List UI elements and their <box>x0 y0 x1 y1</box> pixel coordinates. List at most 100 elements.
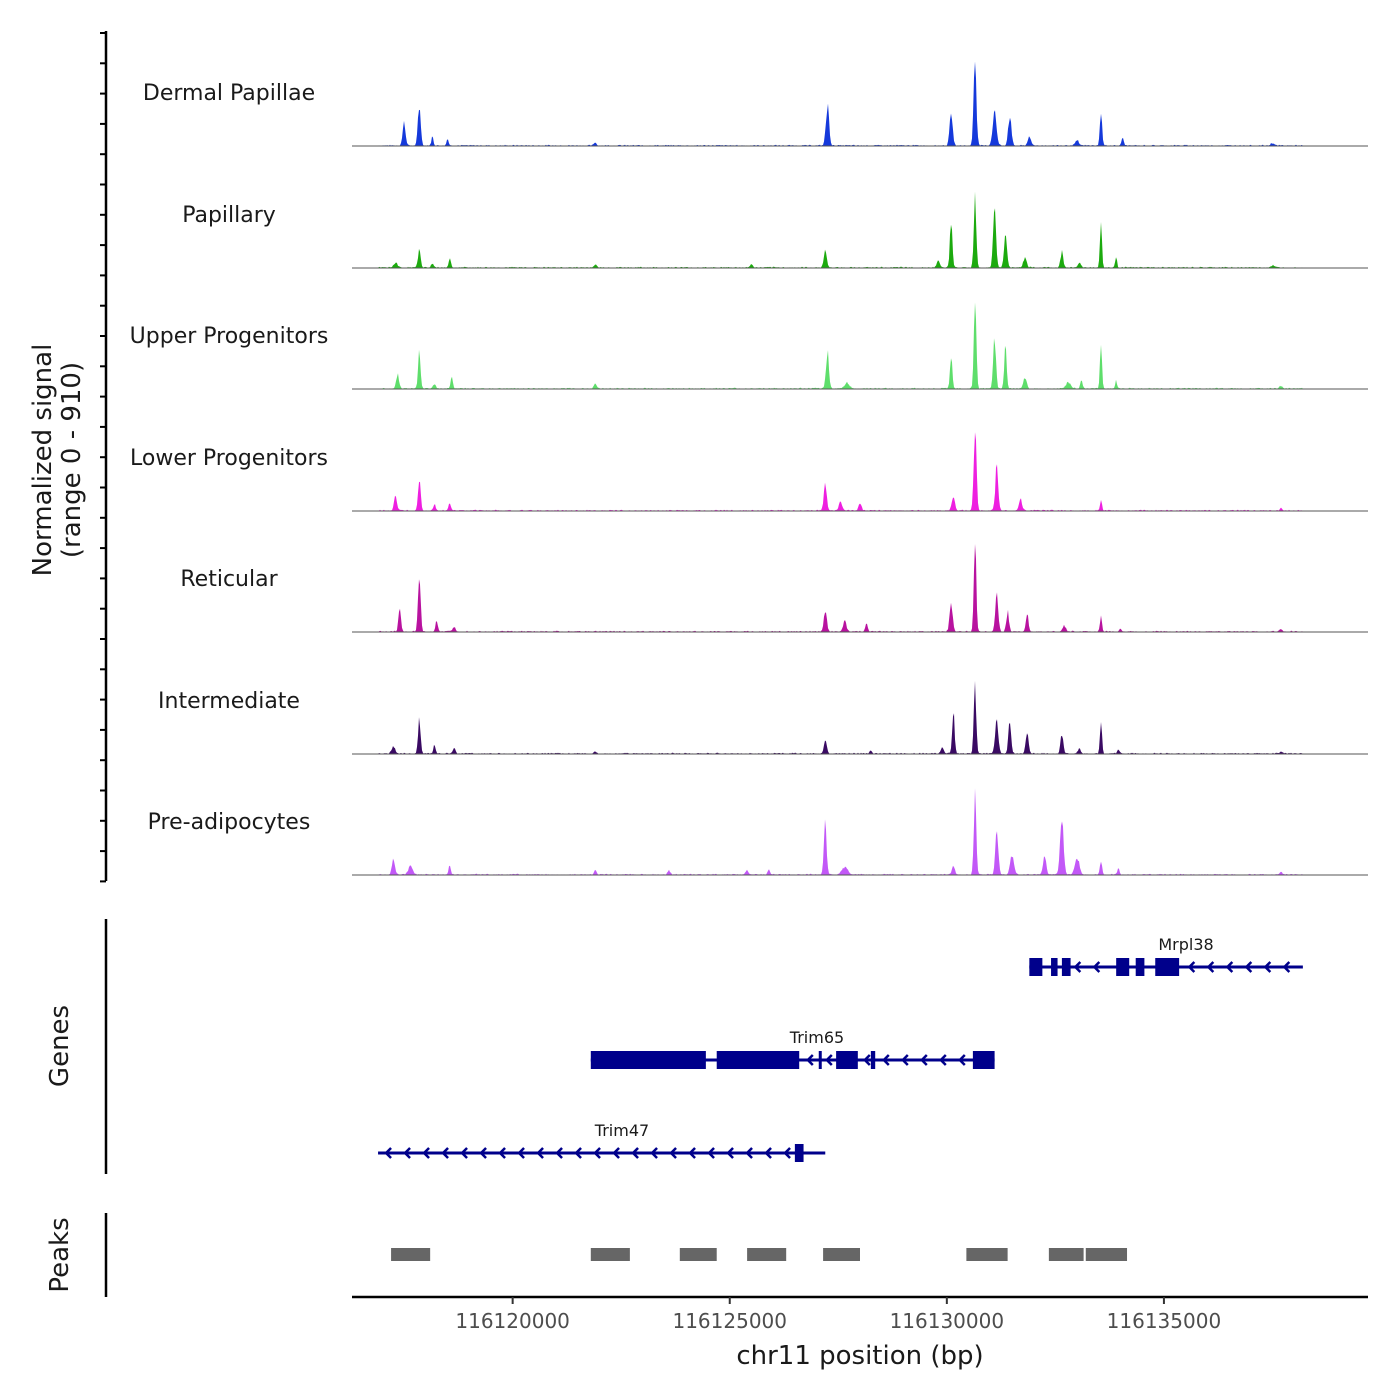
gene-mrpl38: Mrpl38 <box>1029 935 1303 976</box>
strand-arrow <box>650 1147 658 1159</box>
strand-arrow <box>1073 961 1082 973</box>
peak-region <box>966 1248 1008 1261</box>
strand-arrow <box>498 1147 506 1159</box>
strand-arrow <box>384 1147 392 1159</box>
strand-arrow <box>1187 961 1196 973</box>
signal-area <box>352 61 1368 146</box>
peak-region <box>1085 1248 1128 1261</box>
x-tick-label: 116135000 <box>1107 1309 1222 1333</box>
track-lower-progenitors: Lower Progenitors <box>130 432 1368 512</box>
track-dermal-papillae: Dermal Papillae <box>143 61 1368 147</box>
signal-area <box>352 680 1368 754</box>
track-label: Papillary <box>182 203 276 228</box>
strand-arrow <box>1206 961 1215 973</box>
track-label: Reticular <box>180 567 278 592</box>
strand-arrow <box>783 1147 791 1159</box>
strand-arrow <box>517 1147 525 1159</box>
peak-region <box>590 1248 630 1261</box>
track-pre-adipocytes: Pre-adipocytes <box>148 788 1368 876</box>
exon <box>794 1144 804 1162</box>
peaks-panel-label: Peaks <box>45 1217 75 1292</box>
peak-region <box>823 1248 860 1261</box>
signal-area <box>352 788 1368 875</box>
strand-arrow <box>707 1147 715 1159</box>
gene-models: Mrpl38 Trim65 Trim47 <box>378 935 1303 1162</box>
x-axis-title: chr11 position (bp) <box>736 1341 983 1371</box>
x-tick-label: 116125000 <box>672 1309 787 1333</box>
strand-arrow <box>631 1147 639 1159</box>
strand-arrow <box>764 1147 772 1159</box>
y-axis-title-line1: Normalized signal <box>28 344 58 577</box>
signal-area <box>352 191 1368 268</box>
strand-arrow <box>612 1147 620 1159</box>
track-intermediate: Intermediate <box>158 680 1368 755</box>
peak-region <box>391 1248 431 1261</box>
gene-label: Trim47 <box>594 1121 649 1140</box>
exon <box>836 1051 858 1069</box>
exon <box>1116 958 1130 976</box>
exon <box>870 1051 876 1069</box>
peak-region <box>679 1248 717 1261</box>
gene-trim65: Trim65 <box>590 1028 995 1069</box>
exon <box>818 1051 822 1069</box>
exon <box>1135 958 1145 976</box>
exon <box>1155 958 1180 976</box>
exon <box>1051 958 1058 976</box>
strand-arrow <box>1263 961 1272 973</box>
strand-arrow <box>593 1147 601 1159</box>
strand-arrow <box>555 1147 563 1159</box>
strand-arrow <box>574 1147 582 1159</box>
strand-arrow <box>958 1054 966 1066</box>
track-reticular: Reticular <box>180 544 1368 633</box>
peak-region <box>747 1248 787 1261</box>
track-papillary: Papillary <box>182 191 1368 269</box>
strand-arrow <box>403 1147 411 1159</box>
strand-arrow <box>1282 961 1291 973</box>
track-label: Dermal Papillae <box>143 81 315 106</box>
peak-regions <box>391 1248 1128 1261</box>
strand-arrow <box>669 1147 677 1159</box>
signal-area <box>352 544 1368 632</box>
exon <box>1029 958 1043 976</box>
strand-arrow <box>688 1147 696 1159</box>
strand-arrow <box>726 1147 734 1159</box>
track-upper-progenitors: Upper Progenitors <box>130 302 1368 390</box>
gene-label: Mrpl38 <box>1158 935 1213 954</box>
strand-arrow <box>441 1147 449 1159</box>
exon <box>972 1051 995 1069</box>
strand-arrow <box>901 1054 909 1066</box>
strand-arrow <box>1225 961 1234 973</box>
peak-region <box>1048 1248 1084 1261</box>
x-axis-ticks: 116120000 116125000 116130000 116135000 <box>455 1297 1221 1333</box>
exon <box>590 1051 706 1069</box>
signal-area <box>352 432 1368 511</box>
strand-arrow <box>745 1147 753 1159</box>
strand-arrow <box>460 1147 468 1159</box>
track-label: Upper Progenitors <box>130 324 329 349</box>
strand-arrow <box>882 1054 890 1066</box>
strand-arrow <box>422 1147 430 1159</box>
x-tick-label: 116120000 <box>455 1309 570 1333</box>
x-tick-label: 116130000 <box>890 1309 1005 1333</box>
strand-arrow <box>1092 961 1101 973</box>
strand-arrow <box>479 1147 487 1159</box>
exon <box>716 1051 800 1069</box>
signal-tracks: Dermal Papillae Papillary Upper Progenitor… <box>130 61 1368 876</box>
genes-panel-label: Genes <box>45 1005 75 1087</box>
signal-y-ticks <box>100 32 106 883</box>
track-label: Pre-adipocytes <box>148 810 311 835</box>
strand-arrow <box>920 1054 928 1066</box>
strand-arrow <box>825 1054 833 1066</box>
gene-trim47: Trim47 <box>378 1121 826 1162</box>
strand-arrow <box>536 1147 544 1159</box>
strand-arrow <box>1244 961 1253 973</box>
gene-label: Trim65 <box>789 1028 844 1047</box>
strand-arrow <box>863 1054 871 1066</box>
track-label: Lower Progenitors <box>130 446 328 471</box>
y-axis-title-line2: (range 0 - 910) <box>57 362 87 558</box>
strand-arrow <box>939 1054 947 1066</box>
signal-area <box>352 302 1368 389</box>
exon <box>1061 958 1071 976</box>
strand-arrow <box>806 1054 814 1066</box>
